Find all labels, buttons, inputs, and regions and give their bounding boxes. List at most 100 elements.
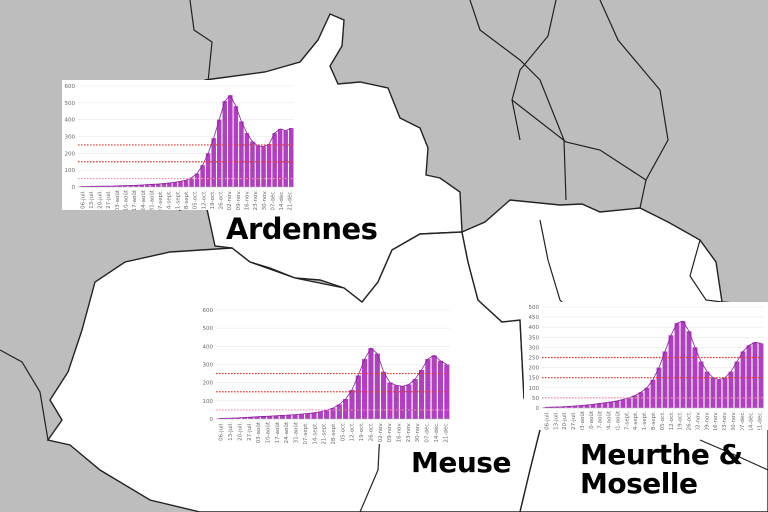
meurthe-moselle-bar (554, 406, 560, 408)
meuse-xtick-label: 12-oct. (350, 422, 356, 442)
ardennes-bar (156, 183, 161, 187)
border-line-inner-4 (699, 439, 768, 471)
ardennes-bar (216, 119, 222, 187)
ardennes-bar (244, 133, 250, 187)
ardennes-ytick-label: 100 (65, 168, 76, 174)
meurthe-moselle-ytick-label: 450 (529, 315, 540, 321)
meurthe-moselle-bar (752, 342, 758, 408)
meuse-bar (330, 408, 336, 419)
meurthe-moselle-bar (614, 400, 620, 408)
ardennes-xtick-label: 16-nov. (244, 190, 250, 210)
meuse-bar (311, 412, 317, 419)
chart-ardennes: 0 100 200 300 400 500 600 06-juil. 13-juil. 20-ju… (62, 80, 300, 210)
ardennes-bar (189, 177, 194, 187)
meuse-ytick-label: 500 (203, 326, 214, 332)
ardennes-bar (211, 138, 216, 187)
meurthe-moselle-ytick-label: 100 (529, 386, 540, 392)
ardennes-ytick-label: 0 (72, 185, 76, 191)
meurthe-moselle-xtick-label: 03-août (579, 410, 586, 430)
meuse-bar (248, 417, 254, 419)
meurthe-moselle-bar (596, 403, 602, 408)
meurthe-moselle-ytick-label: 150 (529, 376, 540, 382)
meuse-bar (368, 348, 374, 419)
meurthe-moselle-xtick-label: 13-juil. (553, 411, 559, 430)
meuse-bar (317, 411, 323, 419)
meuse-series-outline (219, 347, 448, 419)
ardennes-xtick-label: 07-déc. (269, 190, 276, 210)
ardennes-bar (261, 146, 266, 187)
ardennes-bar (128, 185, 133, 187)
ardennes-bar (133, 185, 139, 187)
meurthe-moselle-xtick-label: 16-nov. (713, 411, 719, 430)
meurthe-moselle-bar (710, 377, 716, 408)
meurthe-moselle-ytick-label: 500 (529, 305, 540, 311)
meurthe-moselle-bar (680, 321, 686, 408)
meurthe-moselle-xtick-label: 21-déc. (757, 411, 764, 430)
meurthe-moselle-ytick-label: 250 (529, 356, 540, 362)
ardennes-bar (111, 185, 117, 187)
ardennes-xtick-label: 27-juil. (106, 190, 112, 209)
meuse-xtick-label: 30-nov. (415, 422, 421, 443)
meuse-bar (362, 359, 368, 419)
ardennes-bar (150, 184, 156, 187)
ardennes-xtick-label: 23-nov. (253, 190, 259, 210)
meuse-bar (444, 364, 450, 419)
meurthe-moselle-ytick-label: 0 (536, 406, 540, 412)
meurthe-moselle-bar (542, 407, 548, 408)
border-line-west (0, 349, 49, 441)
meuse-bar (273, 415, 279, 419)
label-ardennes: Ardennes (226, 212, 378, 246)
meurthe-moselle-bar (686, 331, 692, 408)
ardennes-xtick-label: 20-juil. (98, 190, 104, 209)
meurthe-moselle-xtick-label: 10-août (588, 410, 595, 430)
ardennes-bar (266, 144, 272, 187)
ardennes-xtick-label: 03-août (114, 189, 121, 210)
ardennes-xtick-label: 19-oct. (210, 190, 216, 210)
ardennes-bar (228, 95, 233, 187)
meurthe-moselle-bar (668, 335, 674, 408)
meurthe-moselle-xtick-label: 21-sept. (642, 411, 648, 430)
meurthe-moselle-bar (650, 379, 656, 408)
meurthe-moselle-xtick-label: 20-juil. (562, 411, 568, 430)
chart-meuse: 0 100 200 300 400 500 600 06-juil. 13-juil. 20-ju… (198, 303, 454, 444)
meurthe-moselle-bar (734, 361, 740, 408)
label-meuse: Meuse (411, 446, 511, 479)
ardennes-bar (117, 185, 122, 187)
ardennes-bar (194, 173, 200, 187)
meuse-bar (431, 355, 437, 419)
border-line-lux-3 (511, 99, 647, 181)
ardennes-bar (139, 184, 144, 187)
meurthe-moselle-bar (608, 401, 614, 408)
meurthe-moselle-xtick-label: 28-sept. (651, 411, 657, 430)
meurthe-moselle-ytick-label: 200 (529, 366, 540, 372)
meuse-xtick-label: 27-juil. (247, 422, 253, 441)
meurthe-moselle-xtick-label: 23-nov. (722, 411, 728, 430)
meurthe-moselle-xtick-label: 27-juil. (571, 411, 577, 430)
meuse-ytick-label: 0 (210, 417, 214, 423)
ardennes-xtick-label: 10-août (123, 189, 130, 210)
meuse-ytick-label: 600 (203, 308, 214, 314)
ardennes-bar (200, 165, 205, 187)
meuse-bar (235, 417, 241, 419)
meuse-bar (260, 416, 267, 419)
meuse-ytick-label: 300 (203, 363, 214, 369)
meuse-xtick-label: 31-août (293, 421, 300, 443)
ardennes-bar (250, 141, 255, 187)
meuse-xtick-label: 05-oct. (340, 422, 346, 442)
meuse-xtick-label: 26-oct. (368, 422, 374, 442)
label-meurthe-moselle: Meurthe & Moselle (580, 438, 743, 501)
meurthe-moselle-bar (590, 404, 596, 408)
border-line-lux-2 (599, 0, 669, 209)
ardennes-bar (100, 186, 106, 187)
meurthe-moselle-xtick-label: 30-nov. (731, 411, 737, 430)
meurthe-moselle-xtick-label: 19-oct. (678, 411, 684, 430)
ardennes-xtick-label: 28-sept. (184, 190, 190, 210)
chart-meuse-svg: 0 100 200 300 400 500 600 06-juil. 13-juil. 20-ju… (203, 308, 450, 444)
ardennes-xtick-label: 30-nov. (262, 190, 268, 210)
meuse-bar (279, 415, 285, 419)
meuse-xtick-label: 13-juil. (228, 422, 234, 441)
chart-meurthe-moselle-svg: 0 50 100 150 200 250 300 350 400 450 500 06-juil. 13… (529, 305, 764, 430)
meurthe-moselle-bar (632, 395, 638, 408)
meurthe-moselle-xtick-label: 09-nov. (704, 411, 710, 430)
ardennes-xtick-label: 24-août (140, 189, 147, 210)
